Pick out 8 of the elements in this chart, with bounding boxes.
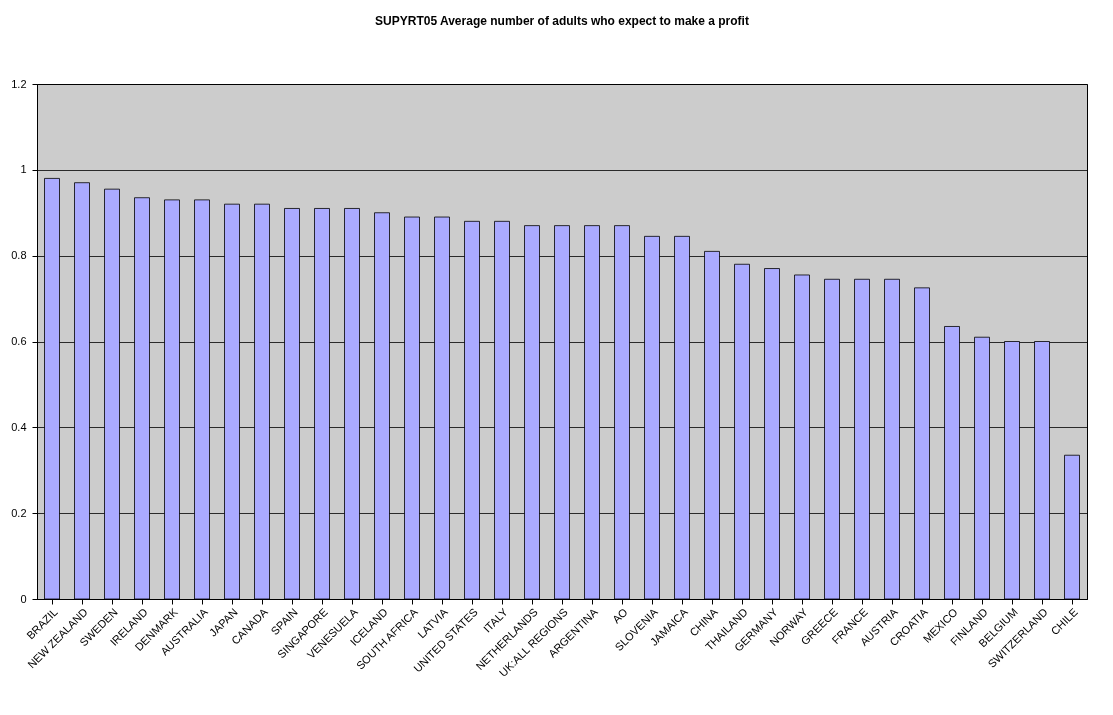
y-tick-label: 0.4 (11, 420, 27, 433)
chart-title: SUPYRT05 Average number of adults who expect to make a profit (375, 14, 749, 28)
y-tick-label: 0.8 (11, 249, 27, 262)
y-tick-label: 0.2 (11, 506, 27, 519)
y-tick-label: 1 (20, 163, 27, 176)
y-tick-label: 0 (20, 592, 27, 605)
y-tick-label: 1.2 (11, 77, 27, 90)
y-tick-label: 0.6 (11, 335, 27, 347)
